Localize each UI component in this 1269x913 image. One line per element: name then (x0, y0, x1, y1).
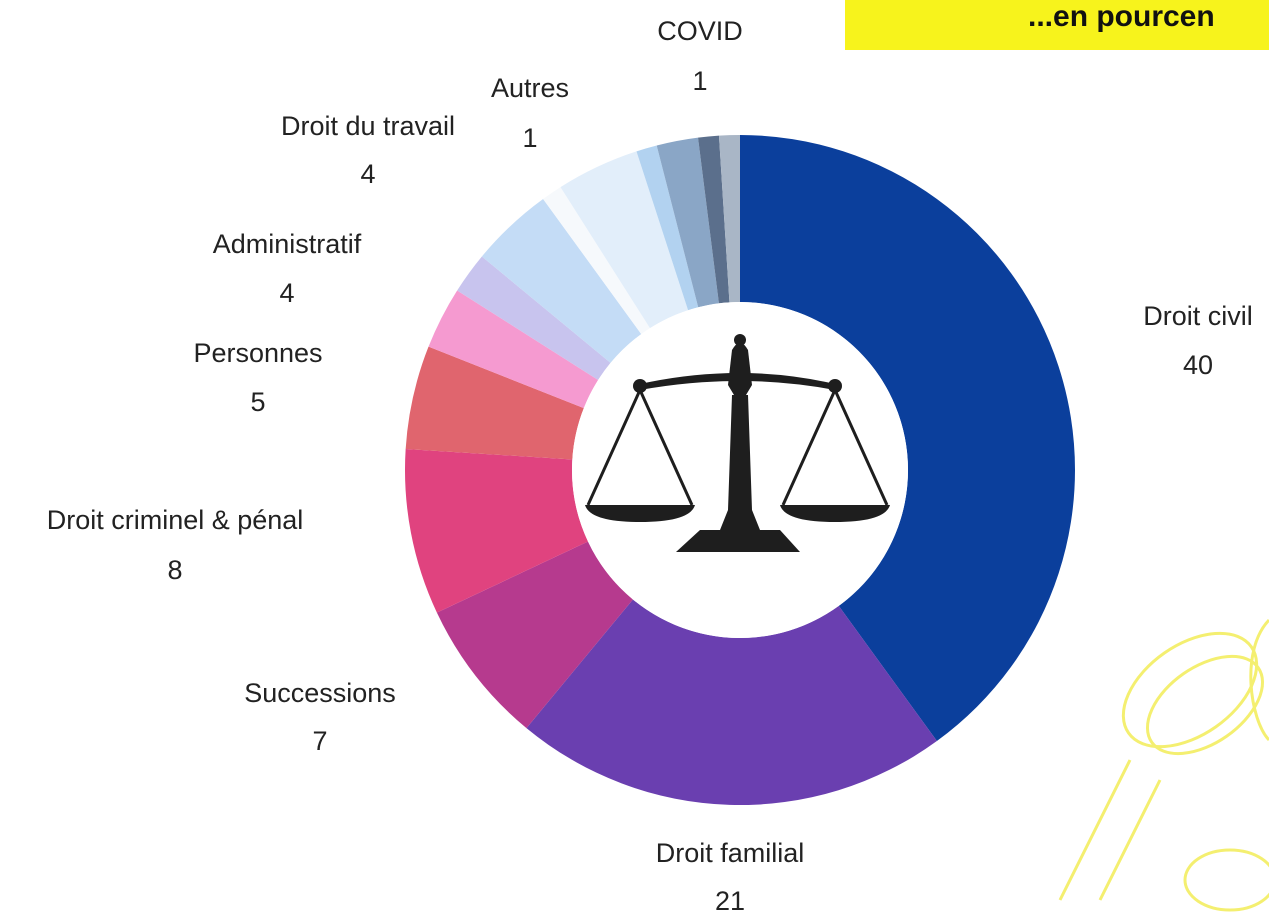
gavel-illustration (1060, 610, 1269, 910)
slice-value: 5 (250, 387, 265, 417)
slice-value: 7 (312, 726, 327, 756)
slice-label: Administratif (213, 229, 362, 259)
slice-label: Personnes (193, 338, 322, 368)
slice-value: 4 (360, 159, 375, 189)
slice-label: COVID (657, 16, 743, 46)
slice-label: Droit du travail (281, 111, 455, 141)
slice-value: 21 (715, 886, 745, 913)
slice-label: Droit criminel & pénal (47, 505, 304, 535)
page: {"banner": "...en pourcen", "chart_data"… (0, 0, 1269, 913)
banner-text: ...en pourcen (1028, 0, 1215, 33)
slice-value: 40 (1183, 350, 1213, 380)
slice-value: 1 (692, 66, 707, 96)
slice-value: 1 (522, 123, 537, 153)
slice-label: Autres (491, 73, 569, 103)
slice-value: 8 (167, 555, 182, 585)
chart: ...en pourcen Droit civil 40 Droit familia… (0, 0, 1269, 913)
slice-label: Successions (244, 678, 396, 708)
slice-label: Droit civil (1143, 301, 1253, 331)
slice-value: 4 (279, 278, 294, 308)
slice-label: Droit familial (656, 838, 805, 868)
